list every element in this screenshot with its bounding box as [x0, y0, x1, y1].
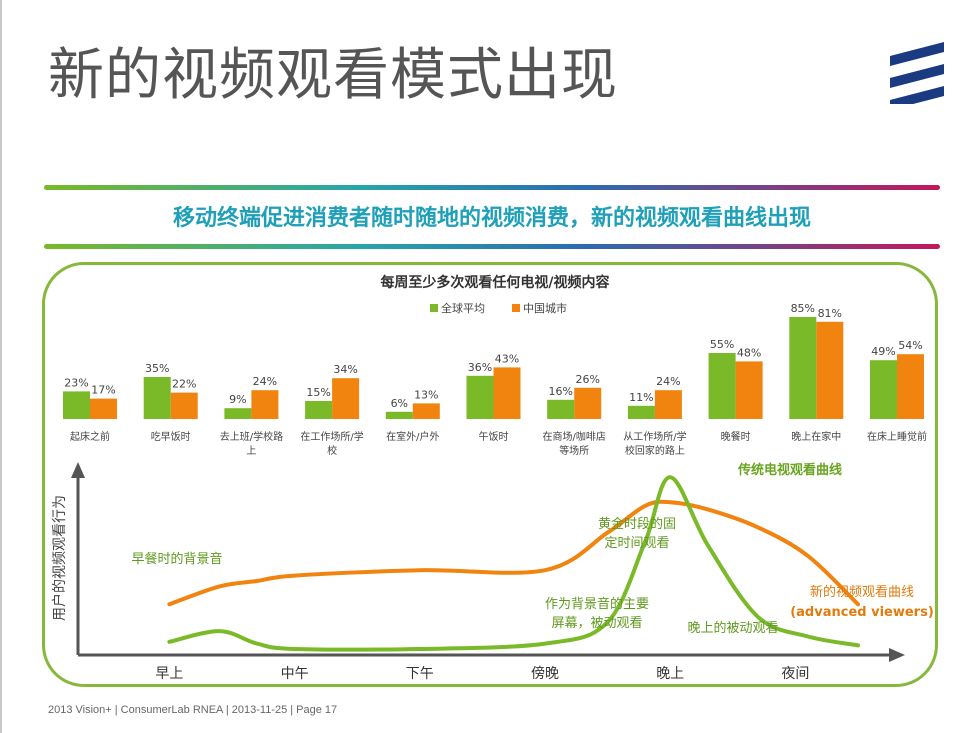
x-tick-label-3: 傍晚	[531, 665, 559, 682]
bar-value-1-10: 54%	[898, 339, 922, 352]
bar-value-1-3: 34%	[333, 363, 357, 376]
x-tick-label-0: 早上	[155, 666, 183, 682]
chart-panel	[42, 262, 938, 687]
series-label-traditional: 传统电视观看曲线	[737, 462, 842, 478]
bar-0-8	[708, 353, 736, 419]
category-label-3-1: 校	[327, 444, 337, 457]
bar-0-3	[305, 401, 333, 419]
bar-value-1-5: 43%	[495, 352, 519, 365]
decorative-band-top	[44, 185, 940, 190]
category-label-7-1: 校回家的路上	[625, 444, 685, 457]
annotation-prime-1: 定时间观看	[604, 535, 669, 551]
bar-1-1	[170, 392, 198, 419]
category-label-4: 在室外/户外	[386, 430, 439, 443]
bar-value-0-9: 85%	[791, 302, 815, 315]
x-tick-label-4: 晚上	[656, 666, 684, 682]
legend-label-1: 中国城市	[523, 301, 567, 315]
curve-traditional-tv	[167, 475, 860, 652]
x-axis-arrow	[889, 648, 905, 662]
annotation-night_passive: 晚上的被动观看	[687, 620, 778, 636]
category-label-6: 在商场/咖啡店	[543, 430, 606, 443]
slide-footer: 2013 Vision+ | ConsumerLab RNEA | 2013-1…	[48, 704, 338, 716]
bar-value-1-9: 81%	[818, 307, 842, 320]
bar-1-3	[332, 378, 360, 419]
bar-value-0-3: 15%	[306, 386, 330, 399]
x-tick-label-5: 夜间	[781, 666, 809, 682]
legend-swatch-1	[512, 304, 520, 312]
bar-value-0-8: 55%	[710, 338, 734, 351]
bar-1-2	[251, 390, 279, 419]
bar-1-5	[493, 367, 521, 419]
series-label-new: 新的视频观看曲线	[810, 584, 914, 600]
annotation-prime: 黄金时段的固	[598, 516, 676, 532]
bar-1-9	[816, 321, 844, 419]
category-label-8: 晚餐时	[721, 430, 751, 443]
category-label-7: 从工作场所/学	[623, 430, 686, 443]
bar-0-2	[224, 408, 252, 419]
bar-value-0-0: 23%	[64, 376, 88, 389]
bar-value-1-4: 13%	[414, 388, 438, 401]
legend-swatch-0	[430, 304, 438, 312]
brand-logo-icon	[890, 42, 944, 104]
category-label-10: 在床上睡觉前	[867, 430, 927, 443]
bar-value-0-4: 6%	[391, 397, 408, 410]
category-label-3: 在工作场所/学	[300, 430, 363, 443]
annotation-background-1: 屏幕，被动观看	[551, 615, 642, 631]
bar-value-1-0: 17%	[91, 384, 115, 397]
category-label-1: 吃早饭时	[151, 430, 191, 443]
bar-value-0-10: 49%	[871, 345, 895, 358]
bar-0-10	[870, 360, 897, 419]
bar-1-10	[897, 354, 924, 419]
annotation-breakfast: 早餐时的背景音	[131, 551, 222, 567]
bar-0-9	[789, 317, 817, 419]
category-label-9: 晚上在家中	[791, 430, 841, 443]
bar-value-1-7: 24%	[656, 375, 680, 388]
bar-value-1-1: 22%	[172, 378, 196, 391]
decorative-band-bottom	[44, 244, 940, 249]
bar-1-8	[735, 361, 763, 419]
category-label-2: 去上班/学校路	[220, 430, 283, 443]
bar-value-0-2: 9%	[229, 393, 246, 406]
bar-value-0-5: 36%	[468, 361, 492, 374]
bar-1-0	[90, 398, 117, 419]
series-sublabel-new: (advanced viewers)	[790, 605, 934, 620]
slide-subtitle: 移动终端促进消费者随时随地的视频消费，新的视频观看曲线出现	[172, 206, 811, 231]
category-label-6-1: 等场所	[559, 444, 589, 457]
y-axis-arrow	[71, 462, 85, 478]
annotation-background: 作为背景音的主要	[545, 596, 649, 612]
bar-0-0	[63, 391, 90, 419]
category-label-0: 起床之前	[70, 430, 110, 443]
bar-value-1-8: 48%	[737, 346, 761, 359]
x-tick-label-1: 中午	[281, 666, 309, 682]
bar-value-0-6: 16%	[548, 385, 572, 398]
bar-value-1-6: 26%	[575, 373, 599, 386]
bar-0-5	[466, 375, 494, 419]
legend-label-0: 全球平均	[441, 301, 485, 315]
category-label-2-1: 上	[246, 445, 256, 457]
bar-1-4	[412, 403, 440, 419]
bar-1-6	[574, 387, 602, 419]
bar-0-6	[547, 399, 575, 419]
x-tick-label-2: 下午	[406, 666, 434, 682]
bar-0-1	[143, 377, 171, 419]
bar-value-0-1: 35%	[145, 362, 169, 375]
bar-value-1-2: 24%	[253, 375, 277, 388]
bar-1-7	[654, 390, 682, 419]
bar-0-4	[385, 411, 413, 419]
category-label-5: 午饭时	[479, 430, 509, 443]
bar-chart-title: 每周至少多次观看任何电视/视频内容	[380, 274, 609, 291]
y-axis-label: 用户的视频观看行为	[51, 495, 68, 621]
curve-new-video	[167, 499, 860, 607]
bar-0-7	[627, 405, 655, 419]
bar-value-0-7: 11%	[629, 391, 653, 404]
slide-left-rule	[0, 0, 2, 733]
page-title: 新的视频观看模式出现	[48, 43, 618, 108]
